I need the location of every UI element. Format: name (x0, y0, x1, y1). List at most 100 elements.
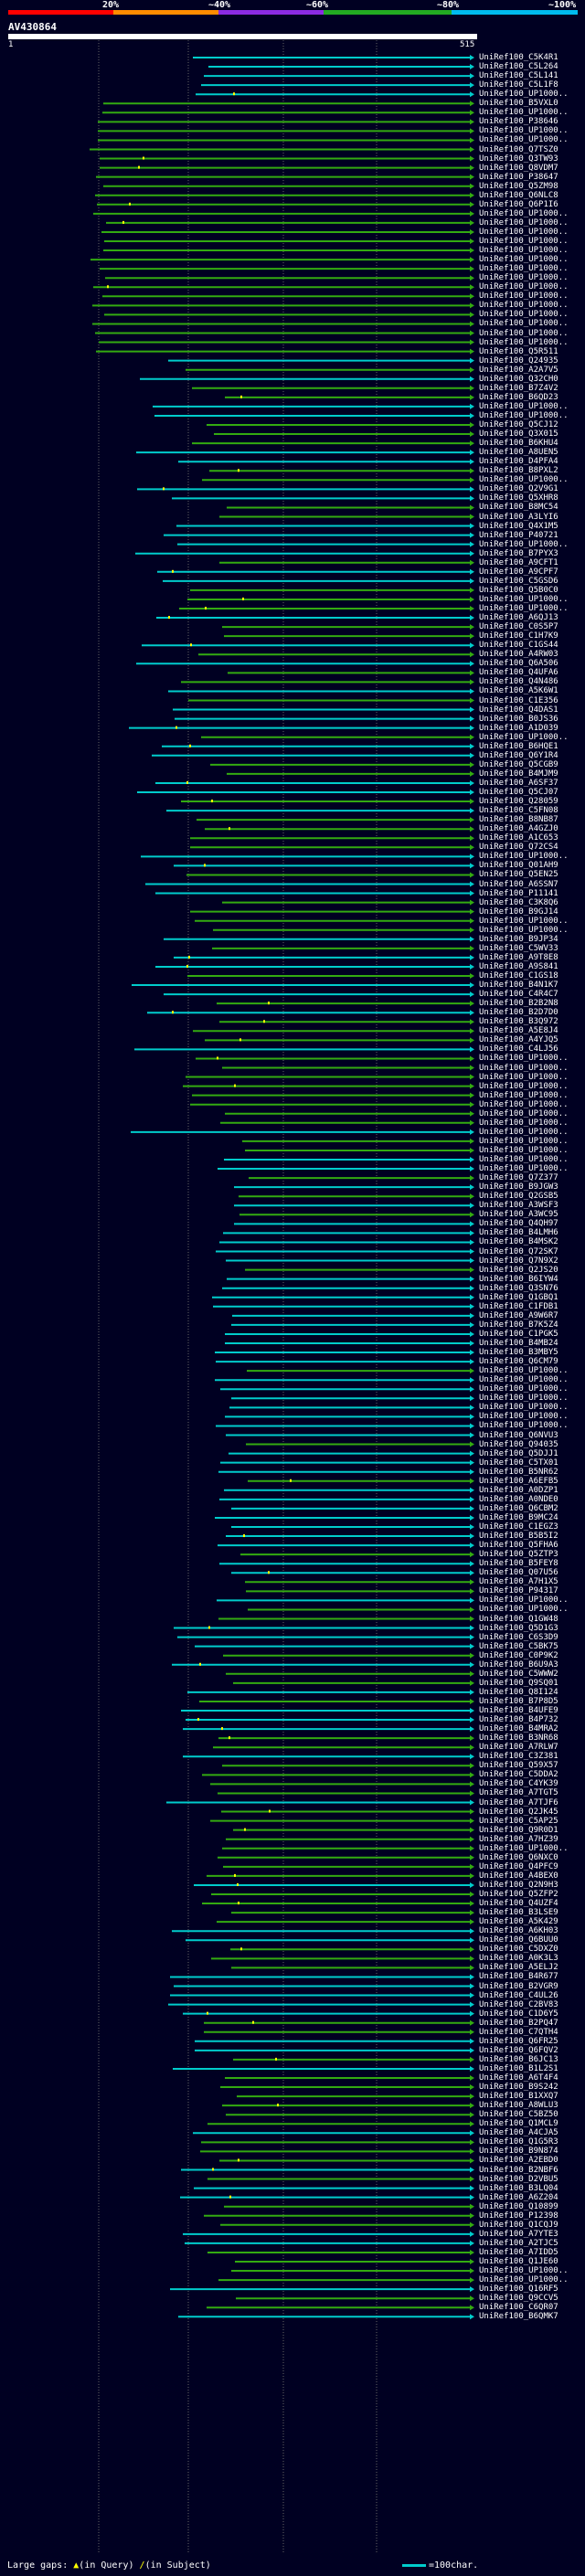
hit-label[interactable]: UniRef100_UP1000.. (479, 264, 569, 274)
hit-label[interactable]: UniRef100_A7H1X5 (479, 1577, 558, 1587)
hit-label[interactable]: UniRef100_Q59X57 (479, 1761, 558, 1771)
hit-label[interactable]: UniRef100_UP1000.. (479, 227, 569, 237)
hit-label[interactable]: UniRef100_Q2N9H3 (479, 1880, 558, 1890)
hit-label[interactable]: UniRef100_B2PQ47 (479, 2018, 558, 2028)
hit-label[interactable]: UniRef100_A5K6W1 (479, 686, 558, 696)
hit-label[interactable]: UniRef100_A9S841 (479, 961, 558, 971)
hit-label[interactable]: UniRef100_A2EBD0 (479, 2156, 558, 2166)
hit-label[interactable]: UniRef100_Q9SQ01 (479, 1678, 558, 1688)
hit-label[interactable]: UniRef100_A5E8J4 (479, 1026, 558, 1036)
hit-label[interactable]: UniRef100_UP1000.. (479, 292, 569, 302)
hit-label[interactable]: UniRef100_B7Z4V2 (479, 383, 558, 393)
hit-label[interactable]: UniRef100_Q5DJJ1 (479, 1448, 558, 1458)
hit-label[interactable]: UniRef100_B0JS36 (479, 714, 558, 724)
hit-label[interactable]: UniRef100_UP1000.. (479, 401, 569, 411)
hit-label[interactable]: UniRef100_C1E356 (479, 695, 558, 705)
hit-label[interactable]: UniRef100_B6U9A3 (479, 1659, 558, 1670)
hit-label[interactable]: UniRef100_A4BEX0 (479, 1871, 558, 1881)
hit-label[interactable]: UniRef100_Q6Y1R4 (479, 750, 558, 760)
hit-label[interactable]: UniRef100_Q6FR25 (479, 2036, 558, 2046)
hit-label[interactable]: UniRef100_Q8I124 (479, 1687, 558, 1697)
hit-label[interactable]: UniRef100_UP1000.. (479, 1118, 569, 1128)
hit-label[interactable]: UniRef100_C0S5P7 (479, 622, 558, 632)
hit-label[interactable]: UniRef100_A7IDD5 (479, 2247, 558, 2257)
hit-label[interactable]: UniRef100_C4YK39 (479, 1779, 558, 1789)
hit-label[interactable]: UniRef100_UP1000.. (479, 1394, 569, 1404)
hit-label[interactable]: UniRef100_UP1000.. (479, 217, 569, 228)
hit-label[interactable]: UniRef100_UP1000.. (479, 1136, 569, 1146)
hit-label[interactable]: UniRef100_A6QJ13 (479, 613, 558, 623)
hit-label[interactable]: UniRef100_B6QMK7 (479, 2312, 558, 2322)
hit-label[interactable]: UniRef100_B4MSK2 (479, 1237, 558, 1247)
hit-label[interactable]: UniRef100_C5L264 (479, 62, 558, 72)
hit-label[interactable]: UniRef100_UP1000.. (479, 1108, 569, 1118)
hit-label[interactable]: UniRef100_Q6CM79 (479, 1357, 558, 1367)
hit-label[interactable]: UniRef100_UP1000.. (479, 237, 569, 246)
hit-label[interactable]: UniRef100_Q94035 (479, 1439, 558, 1449)
hit-label[interactable]: UniRef100_A9W6R7 (479, 1310, 558, 1320)
hit-label[interactable]: UniRef100_B4N1K7 (479, 981, 558, 991)
hit-label[interactable]: UniRef100_B9JGW3 (479, 1182, 558, 1193)
hit-label[interactable]: UniRef100_UP1000.. (479, 1054, 569, 1064)
hit-label[interactable]: UniRef100_UP1000.. (479, 1155, 569, 1164)
hit-label[interactable]: UniRef100_A9CFT1 (479, 557, 558, 567)
hit-label[interactable]: UniRef100_A0K3L3 (479, 1954, 558, 1964)
hit-label[interactable]: UniRef100_B4LMH6 (479, 1228, 558, 1238)
hit-label[interactable]: UniRef100_B4MRA2 (479, 1724, 558, 1734)
hit-label[interactable]: UniRef100_C4UL26 (479, 1990, 558, 2000)
hit-label[interactable]: UniRef100_Q7N9X2 (479, 1256, 558, 1266)
hit-label[interactable]: UniRef100_B8MC54 (479, 503, 558, 513)
hit-label[interactable]: UniRef100_Q1MCL9 (479, 2119, 558, 2129)
hit-label[interactable]: UniRef100_A6EFB5 (479, 1476, 558, 1486)
hit-label[interactable]: UniRef100_UP1000.. (479, 1366, 569, 1376)
hit-label[interactable]: UniRef100_UP1000.. (479, 255, 569, 265)
hit-label[interactable]: UniRef100_UP1000.. (479, 273, 569, 283)
hit-label[interactable]: UniRef100_Q5R511 (479, 346, 558, 356)
hit-label[interactable]: UniRef100_B8NB87 (479, 815, 558, 825)
hit-label[interactable]: UniRef100_B9S242 (479, 2083, 558, 2093)
hit-label[interactable]: UniRef100_UP1000.. (479, 328, 569, 338)
hit-label[interactable]: UniRef100_UP1000.. (479, 1063, 569, 1073)
hit-label[interactable]: UniRef100_B9MC24 (479, 1512, 558, 1522)
hit-label[interactable]: UniRef100_UP1000.. (479, 1081, 569, 1091)
hit-label[interactable]: UniRef100_Q4DAS1 (479, 705, 558, 715)
hit-label[interactable]: UniRef100_Q32CH0 (479, 374, 558, 384)
hit-label[interactable]: UniRef100_Q16RF5 (479, 2284, 558, 2295)
hit-label[interactable]: UniRef100_Q2V9G1 (479, 484, 558, 494)
hit-label[interactable]: UniRef100_B5B5I2 (479, 1532, 558, 1542)
hit-label[interactable]: UniRef100_UP1000.. (479, 1375, 569, 1385)
hit-label[interactable]: UniRef100_UP1000.. (479, 282, 569, 292)
hit-label[interactable]: UniRef100_C4R4C7 (479, 990, 558, 1000)
hit-label[interactable]: UniRef100_C6QR07 (479, 2303, 558, 2313)
hit-label[interactable]: UniRef100_A8UEN5 (479, 448, 558, 458)
hit-label[interactable]: UniRef100_UP1000.. (479, 1145, 569, 1155)
hit-label[interactable]: UniRef100_A7TJF6 (479, 1797, 558, 1807)
hit-label[interactable]: UniRef100_Q8VDM7 (479, 163, 558, 173)
hit-label[interactable]: UniRef100_UP1000.. (479, 208, 569, 218)
hit-label[interactable]: UniRef100_Q5B0C0 (479, 585, 558, 595)
hit-label[interactable]: UniRef100_A7RLW7 (479, 1743, 558, 1753)
hit-label[interactable]: UniRef100_UP1000.. (479, 246, 569, 256)
hit-label[interactable]: UniRef100_C1H7K9 (479, 631, 558, 641)
hit-label[interactable]: UniRef100_A4GZJ0 (479, 824, 558, 834)
hit-label[interactable]: UniRef100_A4CJA5 (479, 2128, 558, 2138)
hit-label[interactable]: UniRef100_UP1000.. (479, 90, 569, 100)
hit-label[interactable]: UniRef100_B3Q972 (479, 1017, 558, 1027)
hit-label[interactable]: UniRef100_UP1000.. (479, 475, 569, 485)
hit-label[interactable]: UniRef100_Q2JS20 (479, 1265, 558, 1275)
hit-label[interactable]: UniRef100_B7K5Z4 (479, 1320, 558, 1330)
hit-label[interactable]: UniRef100_UP1000.. (479, 539, 569, 549)
hit-label[interactable]: UniRef100_B1L2S1 (479, 2063, 558, 2073)
hit-label[interactable]: UniRef100_C5TX01 (479, 1458, 558, 1468)
hit-label[interactable]: UniRef100_C1GS18 (479, 971, 558, 981)
hit-label[interactable]: UniRef100_UP1000.. (479, 1843, 569, 1853)
hit-label[interactable]: UniRef100_Q5FHA6 (479, 1541, 558, 1551)
hit-label[interactable]: UniRef100_Q3TW93 (479, 154, 558, 164)
hit-label[interactable]: UniRef100_Q5EN25 (479, 870, 558, 880)
hit-label[interactable]: UniRef100_A4RW03 (479, 650, 558, 660)
hit-label[interactable]: UniRef100_UP1000.. (479, 135, 569, 145)
hit-label[interactable]: UniRef100_Q6NVU3 (479, 1430, 558, 1440)
hit-label[interactable]: UniRef100_C5L1F8 (479, 80, 558, 90)
hit-label[interactable]: UniRef100_A6SF37 (479, 778, 558, 788)
hit-label[interactable]: UniRef100_C3Z381 (479, 1752, 558, 1762)
